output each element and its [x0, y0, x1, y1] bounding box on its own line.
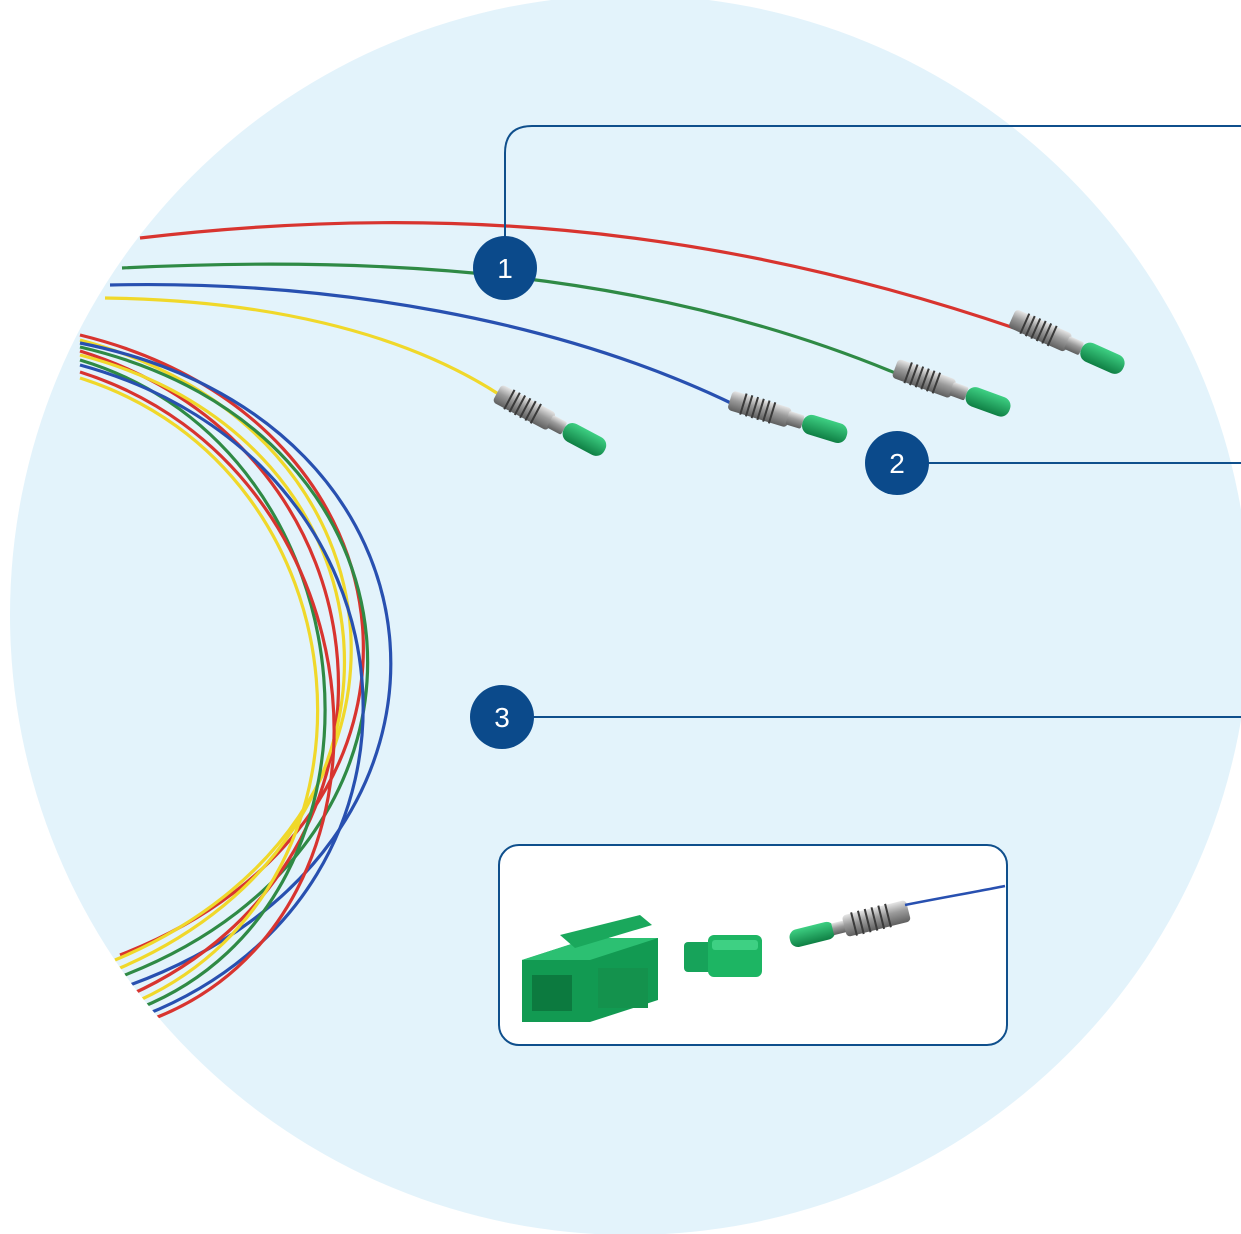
connector-red-fiber [1009, 310, 1125, 374]
background-circle [10, 0, 1241, 1234]
callout-line-1 [504, 125, 1241, 265]
inset-fiber [904, 884, 1006, 907]
marker-3: 3 [470, 685, 534, 749]
ferrule-assembly [789, 900, 911, 948]
lc-inner-body [684, 935, 762, 977]
marker-1-label: 1 [497, 253, 513, 284]
lc-connector-parts-icon [522, 884, 1006, 1022]
marker-2: 2 [865, 431, 929, 495]
lc-housing [522, 915, 658, 1022]
marker-3-label: 3 [494, 702, 510, 733]
connector-blue-fiber [728, 391, 848, 443]
fiber-pigtail-bundle-icon [79, 220, 1125, 1022]
connector-parts-inset [498, 844, 1008, 1046]
fiber-coil [79, 333, 393, 1022]
callout-lines [504, 125, 1241, 718]
marker-1: 1 [473, 236, 537, 300]
marker-2-label: 2 [889, 448, 905, 479]
connector-green-fiber [892, 359, 1011, 417]
connector-yellow-fiber [493, 385, 607, 456]
fiber-lines [104, 220, 1021, 407]
